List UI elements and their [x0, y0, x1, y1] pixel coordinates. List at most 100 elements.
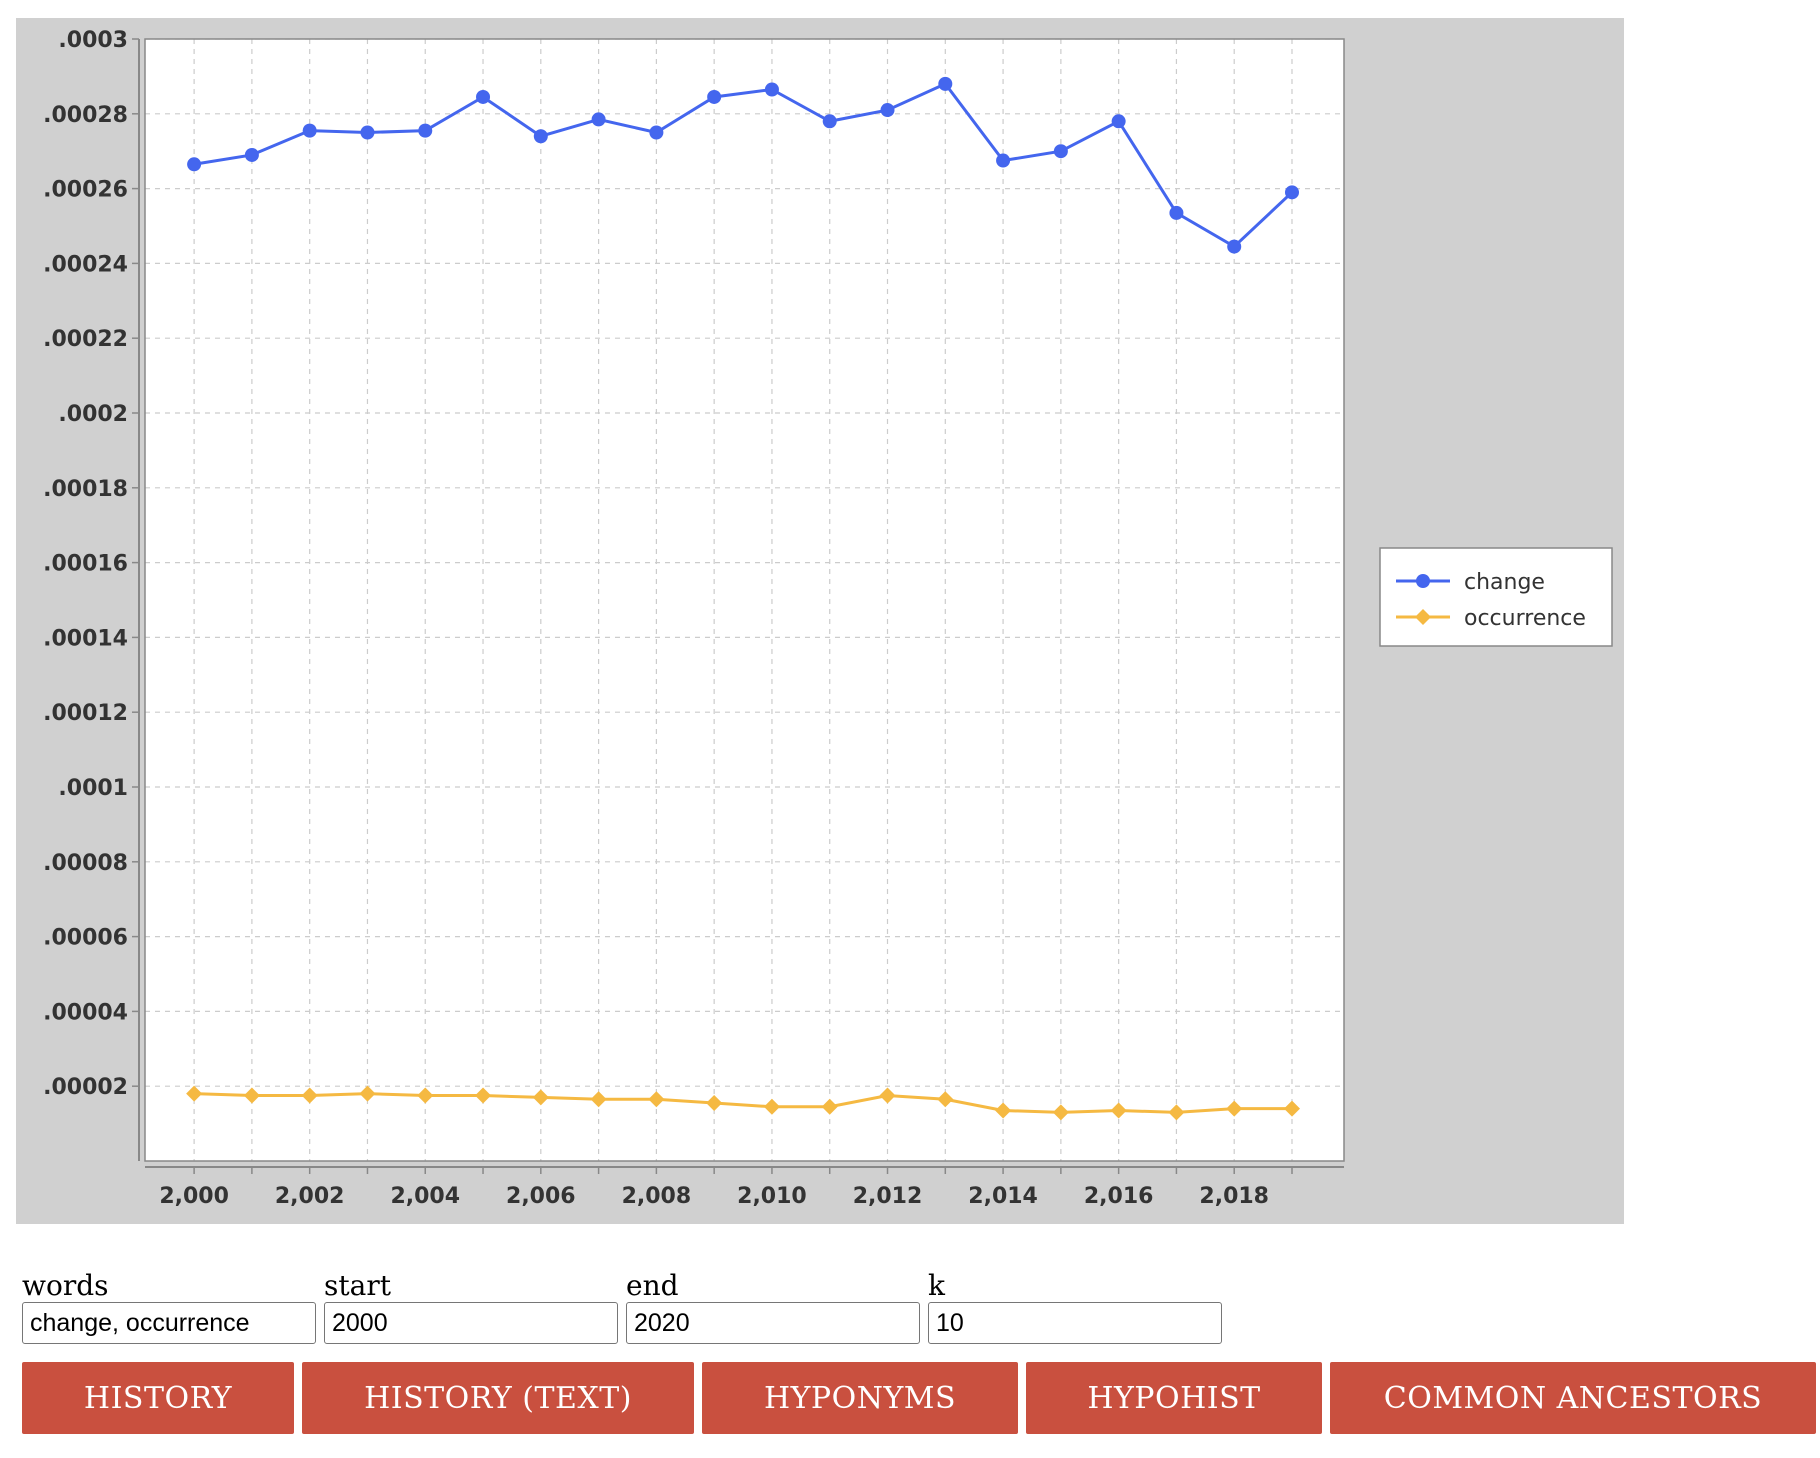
legend-label-change: change	[1464, 570, 1545, 595]
data-point-occurrence	[648, 1091, 665, 1108]
data-point-change	[1053, 144, 1068, 159]
grid-lines	[145, 38, 1344, 1161]
hypohist-button[interactable]: HYPOHIST	[1026, 1362, 1322, 1434]
data-point-change	[707, 89, 722, 104]
x-tick-label: 2,014	[968, 1184, 1038, 1209]
x-tick-label: 2,016	[1084, 1184, 1154, 1209]
plot-area	[145, 39, 1344, 1161]
y-tick-label: .0003	[58, 28, 128, 53]
x-tick-label: 2,006	[506, 1184, 576, 1209]
y-tick-label: .00026	[43, 178, 128, 203]
end-input[interactable]	[626, 1302, 920, 1344]
y-tick-label: .00006	[43, 926, 128, 951]
data-point-occurrence	[763, 1098, 780, 1115]
series-line-occurrence	[194, 1092, 1292, 1114]
words-label: words	[22, 1269, 109, 1302]
series-change	[187, 76, 1299, 254]
data-point-occurrence	[1110, 1102, 1127, 1119]
legend-label-occurrence: occurrence	[1464, 606, 1586, 631]
k-field-group: k	[928, 1270, 1224, 1344]
series-occurrence	[186, 1085, 1300, 1121]
data-point-occurrence	[532, 1089, 549, 1106]
data-point-occurrence	[821, 1098, 838, 1115]
x-tick-label: 2,008	[622, 1184, 692, 1209]
y-tick-label: .00002	[43, 1075, 128, 1100]
data-point-occurrence	[1052, 1104, 1069, 1121]
x-axis: 2,000 2,002 2,004 2,006 2,008 2,010 2,012 2,014…	[159, 1167, 1293, 1209]
k-label: k	[928, 1269, 945, 1302]
data-point-change	[244, 147, 259, 162]
x-tick-label: 2,000	[159, 1184, 229, 1209]
x-tick-label: 2,010	[737, 1184, 807, 1209]
y-tick-label: .0002	[58, 402, 128, 427]
legend-box	[1379, 547, 1613, 647]
legend-marker-change	[1416, 574, 1430, 588]
data-point-occurrence	[243, 1087, 260, 1104]
data-point-occurrence	[186, 1085, 203, 1102]
data-point-occurrence	[879, 1087, 896, 1104]
data-point-change	[1284, 185, 1299, 200]
data-point-change	[360, 125, 375, 140]
data-point-change	[476, 89, 491, 104]
end-label: end	[626, 1269, 679, 1302]
data-point-occurrence	[417, 1087, 434, 1104]
data-point-change	[764, 82, 779, 97]
data-point-occurrence	[359, 1085, 376, 1102]
history-text-button[interactable]: HISTORY (TEXT)	[302, 1362, 694, 1434]
y-tick-label: .00016	[43, 552, 128, 577]
start-label: start	[324, 1269, 391, 1302]
hyponyms-button[interactable]: HYPONYMS	[702, 1362, 1018, 1434]
data-point-change	[187, 157, 202, 172]
data-point-occurrence	[301, 1087, 318, 1104]
y-tick-label: .00012	[43, 701, 128, 726]
start-field-group: start	[324, 1270, 620, 1344]
series-line-change	[193, 82, 1294, 249]
series-layer	[186, 76, 1300, 1121]
data-point-change	[649, 125, 664, 140]
data-point-change	[533, 129, 548, 144]
legend-marker-occurrence	[1415, 609, 1431, 625]
y-tick-label: .00028	[43, 103, 128, 128]
y-tick-label: .00014	[43, 626, 128, 651]
x-tick-label: 2,002	[275, 1184, 345, 1209]
x-tick-label: 2,004	[390, 1184, 460, 1209]
start-input[interactable]	[324, 1302, 618, 1344]
y-tick-label: .00022	[43, 327, 128, 352]
end-field-group: end	[626, 1270, 922, 1344]
data-point-change	[591, 112, 606, 127]
history-button[interactable]: HISTORY	[22, 1362, 294, 1434]
data-point-change	[302, 123, 317, 138]
data-point-occurrence	[706, 1095, 723, 1112]
legend: change occurrence	[1379, 547, 1613, 647]
data-point-occurrence	[1226, 1100, 1243, 1117]
data-point-change	[938, 76, 953, 91]
data-point-change	[418, 123, 433, 138]
data-point-occurrence	[590, 1091, 607, 1108]
y-tick-label: .00018	[43, 477, 128, 502]
k-input[interactable]	[928, 1302, 1222, 1344]
y-tick-label: .00004	[43, 1000, 128, 1025]
chart-panel: .00002 .00004 .00006 .00008 .0001 .00012 .0001…	[16, 18, 1624, 1224]
data-point-occurrence	[1168, 1104, 1185, 1121]
data-point-change	[1169, 205, 1184, 220]
y-axis: .00002 .00004 .00006 .00008 .0001 .00012 .0001…	[43, 28, 139, 1100]
data-point-change	[880, 103, 895, 118]
y-tick-label: .00024	[43, 252, 128, 277]
data-point-change	[1111, 114, 1126, 129]
data-point-change	[996, 153, 1011, 168]
data-point-occurrence	[995, 1102, 1012, 1119]
common-ancestors-button[interactable]: COMMON ANCESTORS	[1330, 1362, 1816, 1434]
x-tick-label: 2,012	[853, 1184, 923, 1209]
y-tick-label: .0001	[58, 776, 128, 801]
words-field-group: words	[22, 1270, 318, 1344]
plot-border	[144, 38, 1345, 1162]
data-point-change	[822, 114, 837, 129]
line-chart: .00002 .00004 .00006 .00008 .0001 .00012 .0001…	[43, 28, 1613, 1209]
x-tick-label: 2,018	[1199, 1184, 1269, 1209]
data-point-change	[1227, 239, 1242, 254]
y-tick-label: .00008	[43, 851, 128, 876]
words-input[interactable]	[22, 1302, 316, 1344]
data-point-occurrence	[475, 1087, 492, 1104]
data-point-occurrence	[937, 1091, 954, 1108]
data-point-occurrence	[1283, 1100, 1300, 1117]
